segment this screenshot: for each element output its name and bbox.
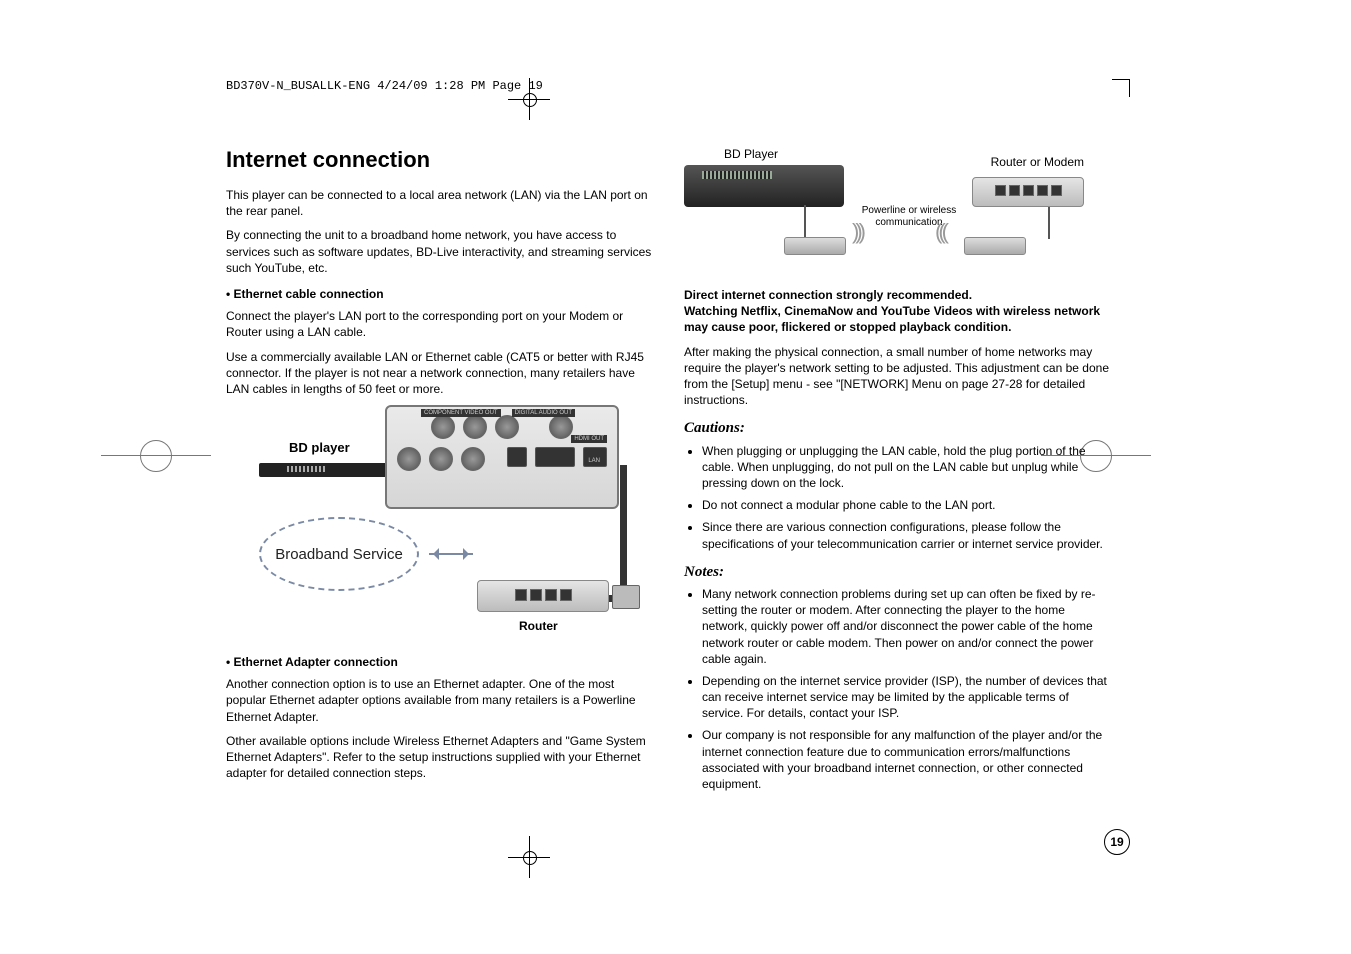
fig1-rear-panel-icon: COMPONENT VIDEO OUT DIGITAL AUDIO OUT xyxy=(385,405,619,509)
caution-item: Since there are various connection confi… xyxy=(702,519,1110,551)
caution-item: Do not connect a modular phone cable to … xyxy=(702,497,1110,513)
paragraph-wireless-adapters: Other available options include Wireless… xyxy=(226,733,652,782)
fig1-double-arrow-icon xyxy=(429,553,473,555)
crop-mark-icon xyxy=(1112,79,1130,97)
component-jack-icon xyxy=(431,415,455,439)
coaxial-jack-icon xyxy=(549,415,573,439)
fig2-bd-player-icon xyxy=(684,165,844,207)
note-item: Our company is not responsible for any m… xyxy=(702,727,1110,792)
audio-jack-icon xyxy=(429,447,453,471)
note-item: Depending on the internet service provid… xyxy=(702,673,1110,722)
panel-label-digital: DIGITAL AUDIO OUT xyxy=(512,409,575,417)
caution-item: When plugging or unplugging the LAN cabl… xyxy=(702,443,1110,492)
notes-heading: Notes: xyxy=(684,562,1110,582)
fig1-router-label: Router xyxy=(519,619,558,633)
fig1-router-icon xyxy=(477,580,609,612)
fig2-adapter-left-icon xyxy=(784,237,846,255)
fig2-modem-icon xyxy=(972,177,1084,207)
optical-port-icon xyxy=(507,447,527,467)
cautions-heading: Cautions: xyxy=(684,418,1110,438)
fig1-bd-player-icon xyxy=(259,463,387,477)
paragraph-lan-connect: Connect the player's LAN port to the cor… xyxy=(226,308,652,340)
audio-jack-icon xyxy=(461,447,485,471)
figure-adapter-connection: BD Player ))) Powerline or wireless comm… xyxy=(684,147,1084,277)
content-columns: Internet connection This player can be c… xyxy=(226,147,1110,800)
subhead-ethernet-adapter: • Ethernet Adapter connection xyxy=(226,654,652,670)
audio-jack-icon xyxy=(397,447,421,471)
intro-1: This player can be connected to a local … xyxy=(226,187,652,219)
left-column: Internet connection This player can be c… xyxy=(226,147,652,800)
paragraph-cat5: Use a commercially available LAN or Ethe… xyxy=(226,349,652,398)
fig2-wireless-waves-right-icon: ((( xyxy=(935,219,945,245)
panel-label-lan: LAN xyxy=(585,457,603,465)
figure-ethernet-cable: BD player COMPONENT VIDEO OUT DIGITAL AU… xyxy=(259,405,619,640)
fig1-cloud-label: Broadband Service xyxy=(275,546,403,563)
intro-2: By connecting the unit to a broadband ho… xyxy=(226,227,652,276)
fig2-cable-left-icon xyxy=(804,205,806,239)
page: BD370V-N_BUSALLK-ENG 4/24/09 1:28 PM Pag… xyxy=(186,57,1150,897)
gripper-left xyxy=(140,440,172,472)
right-column: BD Player ))) Powerline or wireless comm… xyxy=(684,147,1110,800)
fig1-broadband-cloud: Broadband Service xyxy=(259,517,419,591)
notes-list: Many network connection problems during … xyxy=(684,586,1110,792)
fig2-adapter-right-icon xyxy=(964,237,1026,255)
fig1-rj45-icon xyxy=(612,585,640,609)
fig2-cable-right-icon xyxy=(1048,205,1050,239)
page-number: 19 xyxy=(1104,829,1130,855)
paragraph-powerline: Another connection option is to use an E… xyxy=(226,676,652,725)
subhead-ethernet-cable: • Ethernet cable connection xyxy=(226,286,652,302)
hdmi-port-icon xyxy=(535,447,575,467)
fig2-modem-label: Router or Modem xyxy=(991,155,1084,169)
paragraph-after-physical: After making the physical connection, a … xyxy=(684,344,1110,409)
component-jack-icon xyxy=(463,415,487,439)
page-title: Internet connection xyxy=(226,147,652,173)
fig1-bd-player-label: BD player xyxy=(289,440,350,455)
panel-label-component: COMPONENT VIDEO OUT xyxy=(421,409,501,417)
component-jack-icon xyxy=(495,415,519,439)
cautions-list: When plugging or unplugging the LAN cabl… xyxy=(684,443,1110,552)
print-header: BD370V-N_BUSALLK-ENG 4/24/09 1:28 PM Pag… xyxy=(226,79,543,93)
direct-connection-warning: Direct internet connection strongly reco… xyxy=(684,287,1110,336)
note-item: Many network connection problems during … xyxy=(702,586,1110,667)
fig2-bd-player-label: BD Player xyxy=(724,147,778,161)
panel-label-hdmi: HDMI OUT xyxy=(571,435,607,443)
